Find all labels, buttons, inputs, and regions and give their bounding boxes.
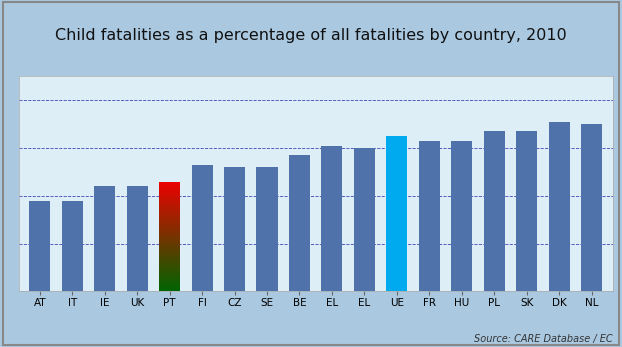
Bar	[159, 206, 180, 208]
Bar	[159, 208, 180, 209]
Bar	[159, 250, 180, 252]
Bar	[159, 202, 180, 203]
Bar	[159, 201, 180, 202]
Bar	[224, 167, 245, 291]
Bar	[159, 270, 180, 271]
Bar	[516, 131, 537, 291]
Bar	[159, 246, 180, 247]
Bar	[159, 263, 180, 264]
Bar	[159, 186, 180, 187]
Bar	[159, 272, 180, 274]
Bar	[159, 194, 180, 195]
Bar	[322, 146, 343, 291]
Bar	[289, 155, 310, 291]
Bar	[159, 264, 180, 265]
Bar	[159, 245, 180, 246]
Bar	[159, 217, 180, 219]
Bar	[484, 131, 504, 291]
Bar	[127, 186, 147, 291]
Bar	[159, 286, 180, 287]
Bar	[159, 184, 180, 186]
Bar	[159, 221, 180, 223]
Bar	[159, 290, 180, 291]
Bar	[192, 165, 213, 291]
Bar	[159, 198, 180, 200]
Bar	[159, 239, 180, 240]
Bar	[159, 216, 180, 217]
Text: Source: CARE Database / EC: Source: CARE Database / EC	[474, 333, 613, 344]
Bar	[159, 191, 180, 193]
Bar	[159, 224, 180, 226]
Bar	[159, 234, 180, 235]
Bar	[159, 285, 180, 286]
Bar	[62, 201, 83, 291]
Bar	[159, 181, 180, 183]
Bar	[159, 231, 180, 232]
Bar	[159, 240, 180, 242]
Bar	[159, 282, 180, 283]
Bar	[419, 141, 440, 291]
Bar	[159, 209, 180, 210]
Bar	[159, 190, 180, 191]
Bar	[159, 188, 180, 190]
Bar	[159, 232, 180, 234]
Bar	[159, 265, 180, 267]
Bar	[159, 237, 180, 238]
Bar	[159, 226, 180, 227]
Bar	[451, 141, 472, 291]
Bar	[159, 279, 180, 280]
Bar	[159, 278, 180, 279]
Bar	[159, 253, 180, 254]
Bar	[159, 235, 180, 237]
Bar	[159, 280, 180, 282]
Bar	[159, 238, 180, 239]
Bar	[159, 289, 180, 290]
Bar	[159, 197, 180, 198]
Bar	[159, 242, 180, 243]
Bar	[159, 228, 180, 230]
Bar	[159, 227, 180, 228]
Bar	[159, 187, 180, 188]
Bar	[159, 210, 180, 212]
Bar	[159, 247, 180, 249]
Bar	[549, 122, 570, 291]
Bar	[94, 186, 115, 291]
Bar	[159, 276, 180, 278]
Bar	[159, 254, 180, 256]
Bar	[159, 212, 180, 213]
Bar	[29, 201, 50, 291]
Bar	[159, 275, 180, 276]
Bar	[386, 136, 407, 291]
Bar	[159, 261, 180, 263]
Bar	[159, 203, 180, 205]
Bar	[159, 230, 180, 231]
Bar	[159, 283, 180, 285]
Bar	[159, 259, 180, 260]
Bar	[159, 214, 180, 216]
Bar	[159, 220, 180, 221]
Bar	[256, 167, 277, 291]
Bar	[159, 249, 180, 250]
Bar	[159, 200, 180, 201]
Bar	[159, 257, 180, 259]
Bar	[159, 271, 180, 272]
Bar	[159, 219, 180, 220]
Bar	[159, 260, 180, 261]
Bar	[159, 287, 180, 289]
Text: Child fatalities as a percentage of all fatalities by country, 2010: Child fatalities as a percentage of all …	[55, 28, 567, 43]
Bar	[159, 213, 180, 214]
Bar	[159, 193, 180, 194]
Bar	[159, 183, 180, 184]
Bar	[354, 148, 375, 291]
Bar	[159, 267, 180, 268]
Bar	[159, 256, 180, 257]
Bar	[159, 274, 180, 275]
Bar	[159, 243, 180, 245]
Bar	[159, 252, 180, 253]
Bar	[159, 223, 180, 224]
Bar	[581, 124, 602, 291]
Bar	[159, 195, 180, 197]
Bar	[159, 205, 180, 206]
Bar	[159, 268, 180, 270]
